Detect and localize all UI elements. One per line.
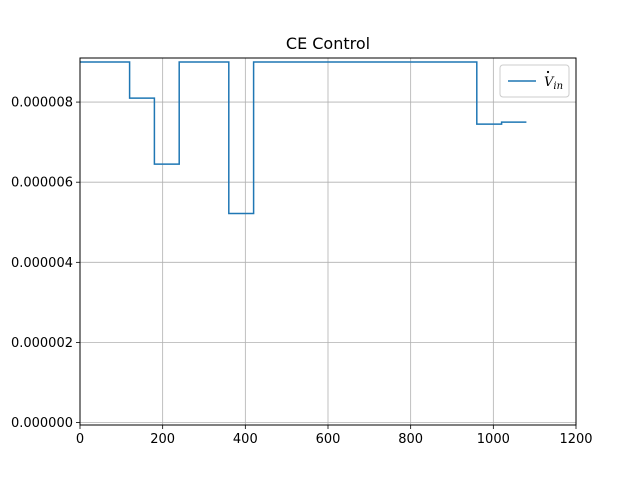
x-tick-label: 400 [233, 432, 258, 447]
chart-title: CE Control [286, 34, 370, 53]
series-layer [80, 61, 527, 215]
x-axis: 0 200 400 600 800 1000 1200 [76, 425, 593, 447]
legend: Vin [499, 64, 570, 98]
y-axis: 0.000000 0.000002 0.000004 0.000006 0.000008 [11, 96, 80, 431]
y-tick-label: 0.000006 [11, 176, 73, 191]
x-tick-label: 0 [76, 432, 84, 447]
x-tick-label: 200 [150, 432, 175, 447]
series-line [80, 61, 527, 215]
x-tick-label: 1000 [477, 432, 510, 447]
y-tick-label: 0.000004 [11, 256, 73, 271]
grid-lines [79, 58, 577, 425]
legend-dot-accent [546, 70, 550, 74]
y-tick-label: 0.000002 [11, 336, 73, 351]
y-tick-label: 0.000008 [11, 96, 73, 111]
x-tick-label: 600 [316, 432, 341, 447]
legend-label: Vin [544, 75, 563, 92]
y-tick-label: 0.000000 [11, 416, 73, 431]
x-tick-label: 1200 [559, 432, 592, 447]
x-tick-label: 800 [398, 432, 423, 447]
